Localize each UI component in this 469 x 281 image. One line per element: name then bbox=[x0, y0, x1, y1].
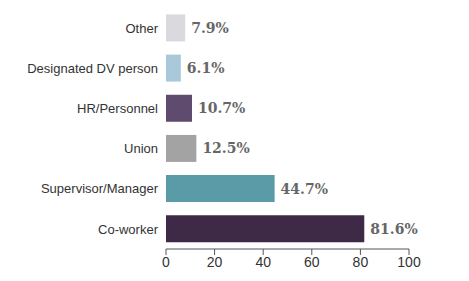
svg-text:60: 60 bbox=[304, 254, 320, 270]
svg-text:6.1%: 6.1% bbox=[187, 60, 225, 76]
svg-text:44.7%: 44.7% bbox=[281, 181, 328, 197]
svg-text:Other: Other bbox=[125, 21, 158, 36]
svg-text:100: 100 bbox=[397, 254, 421, 270]
svg-text:0: 0 bbox=[162, 254, 170, 270]
svg-text:40: 40 bbox=[255, 254, 271, 270]
svg-text:Supervisor/Manager: Supervisor/Manager bbox=[41, 181, 159, 196]
svg-text:12.5%: 12.5% bbox=[202, 140, 249, 156]
svg-text:Co-worker: Co-worker bbox=[98, 222, 159, 237]
svg-text:10.7%: 10.7% bbox=[198, 100, 245, 116]
svg-text:20: 20 bbox=[207, 254, 223, 270]
svg-text:Union: Union bbox=[124, 141, 158, 156]
svg-text:Designated DV person: Designated DV person bbox=[27, 61, 158, 76]
svg-text:7.9%: 7.9% bbox=[191, 20, 229, 36]
svg-text:81.6%: 81.6% bbox=[370, 221, 417, 237]
svg-text:HR/Personnel: HR/Personnel bbox=[77, 101, 158, 116]
svg-text:80: 80 bbox=[353, 254, 369, 270]
